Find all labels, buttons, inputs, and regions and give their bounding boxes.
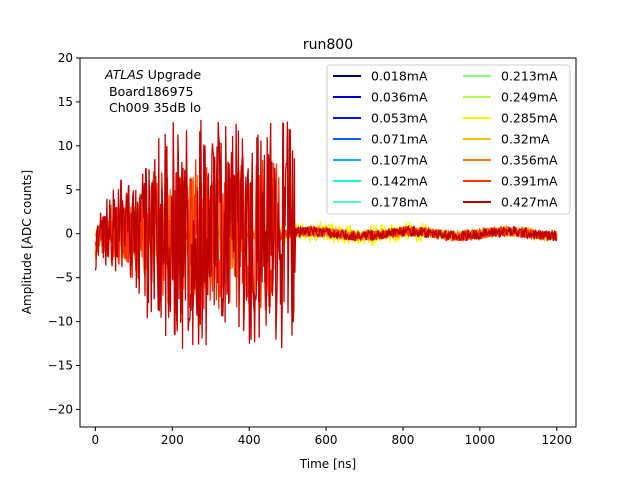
legend-label: 0.427mA [501, 195, 558, 210]
annotation-board: Board186975 [109, 84, 193, 99]
annotation-atlas: ATLAS [104, 67, 144, 82]
annotation: ATLAS Upgrade Board186975 Ch009 35dB lo [104, 67, 201, 115]
legend-label: 0.213mA [501, 69, 558, 84]
legend-label: 0.107mA [371, 153, 428, 168]
y-tick-label: −15 [48, 359, 73, 373]
x-tick-label: 1000 [465, 433, 496, 447]
y-axis-label: Amplitude [ADC counts] [20, 170, 34, 314]
legend-label: 0.142mA [371, 174, 428, 189]
chart-title: run800 [303, 37, 353, 53]
x-tick-label: 1200 [542, 433, 573, 447]
x-tick-label: 0 [92, 433, 100, 447]
x-axis: 0 200 400 600 800 1000 1200 [92, 427, 572, 447]
y-tick-label: −20 [48, 402, 73, 416]
legend-label: 0.356mA [501, 153, 558, 168]
x-tick-label: 200 [161, 433, 184, 447]
series-line-0.427mA [94, 119, 558, 349]
y-tick-label: 0 [65, 227, 73, 241]
y-axis: −20 −15 −10 −5 0 5 10 15 20 [48, 51, 80, 416]
legend-label: 0.053mA [371, 111, 428, 126]
legend-frame [326, 64, 571, 215]
series-lines [94, 119, 558, 349]
x-tick-label: 800 [392, 433, 415, 447]
legend-label: 0.071mA [371, 132, 428, 147]
plot-frame [79, 57, 577, 428]
legend-label: 0.391mA [501, 174, 558, 189]
y-tick-label: 20 [58, 51, 73, 65]
annotation-upgrade: Upgrade [148, 67, 202, 82]
legend-label: 0.178mA [371, 195, 428, 210]
x-tick-label: 400 [238, 433, 261, 447]
legend-label: 0.32mA [501, 132, 550, 147]
y-tick-label: 5 [65, 183, 73, 197]
y-tick-label: 10 [58, 139, 73, 153]
y-tick-label: −5 [55, 271, 73, 285]
legend-label: 0.018mA [371, 69, 428, 84]
y-tick-label: −10 [48, 315, 73, 329]
x-tick-label: 600 [315, 433, 338, 447]
legend-label: 0.285mA [501, 111, 558, 126]
legend-label: 0.249mA [501, 90, 558, 105]
x-axis-label: Time [ns] [299, 457, 356, 471]
annotation-channel: Ch009 35dB lo [109, 100, 201, 115]
y-tick-label: 15 [58, 95, 73, 109]
legend: 0.018mA 0.036mA 0.053mA 0.071mA 0.107mA 0.142… [326, 64, 571, 215]
legend-label: 0.036mA [371, 90, 428, 105]
